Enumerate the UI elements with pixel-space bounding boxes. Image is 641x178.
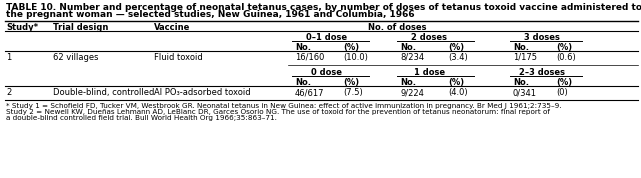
Text: TABLE 10. Number and percentage of neonatal tetanus cases, by number of doses of: TABLE 10. Number and percentage of neona… [6,3,641,12]
Text: a double-blind controlled field trial. Bull World Health Org 1966;35:863–71.: a double-blind controlled field trial. B… [6,115,278,121]
Text: No.: No. [295,43,311,52]
Text: (10.0): (10.0) [343,53,368,62]
Text: the pregnant woman — selected studies, New Guinea, 1961 and Columbia, 1966: the pregnant woman — selected studies, N… [6,10,415,19]
Text: 16/160: 16/160 [295,53,324,62]
Text: 8/234: 8/234 [401,53,425,62]
Text: No. of doses: No. of doses [368,23,427,32]
Text: (%): (%) [556,78,572,87]
Text: (3.4): (3.4) [449,53,469,62]
Text: No.: No. [295,78,311,87]
Text: 2: 2 [6,88,12,97]
Text: (%): (%) [343,78,359,87]
Text: Study*: Study* [6,23,38,32]
Text: Al PO₃-adsorbed toxoid: Al PO₃-adsorbed toxoid [154,88,251,97]
Text: 9/224: 9/224 [401,88,424,97]
Text: Vaccine: Vaccine [154,23,190,32]
Text: (0): (0) [556,88,568,97]
Text: 2–3 doses: 2–3 doses [519,68,565,77]
Text: Double-blind, controlled: Double-blind, controlled [53,88,154,97]
Text: 46/617: 46/617 [295,88,324,97]
Text: 1/175: 1/175 [513,53,537,62]
Text: 62 villages: 62 villages [53,53,98,62]
Text: (7.5): (7.5) [343,88,363,97]
Text: (4.0): (4.0) [449,88,469,97]
Text: No.: No. [401,43,417,52]
Text: 0 dose: 0 dose [312,68,342,77]
Text: 2 doses: 2 doses [412,33,447,42]
Text: (%): (%) [343,43,359,52]
Text: (%): (%) [556,43,572,52]
Text: * Study 1 = Schofield FD, Tucker VM, Westbrook GR. Neonatal tetanus in New Guine: * Study 1 = Schofield FD, Tucker VM, Wes… [6,103,562,109]
Text: (0.6): (0.6) [556,53,576,62]
Text: Trial design: Trial design [53,23,108,32]
Text: (%): (%) [449,78,465,87]
Text: 1 dose: 1 dose [414,68,445,77]
Text: 0/341: 0/341 [513,88,537,97]
Text: No.: No. [513,43,529,52]
Text: (%): (%) [449,43,465,52]
Text: 1: 1 [6,53,12,62]
Text: 0–1 dose: 0–1 dose [306,33,347,42]
Text: No.: No. [513,78,529,87]
Text: 3 doses: 3 doses [524,33,560,42]
Text: No.: No. [401,78,417,87]
Text: Study 2 = Newell KW, Dueñas Lehmann AD, LeBlanc DR, Garces Osorio NG. The use of: Study 2 = Newell KW, Dueñas Lehmann AD, … [6,109,550,115]
Text: Fluid toxoid: Fluid toxoid [154,53,203,62]
